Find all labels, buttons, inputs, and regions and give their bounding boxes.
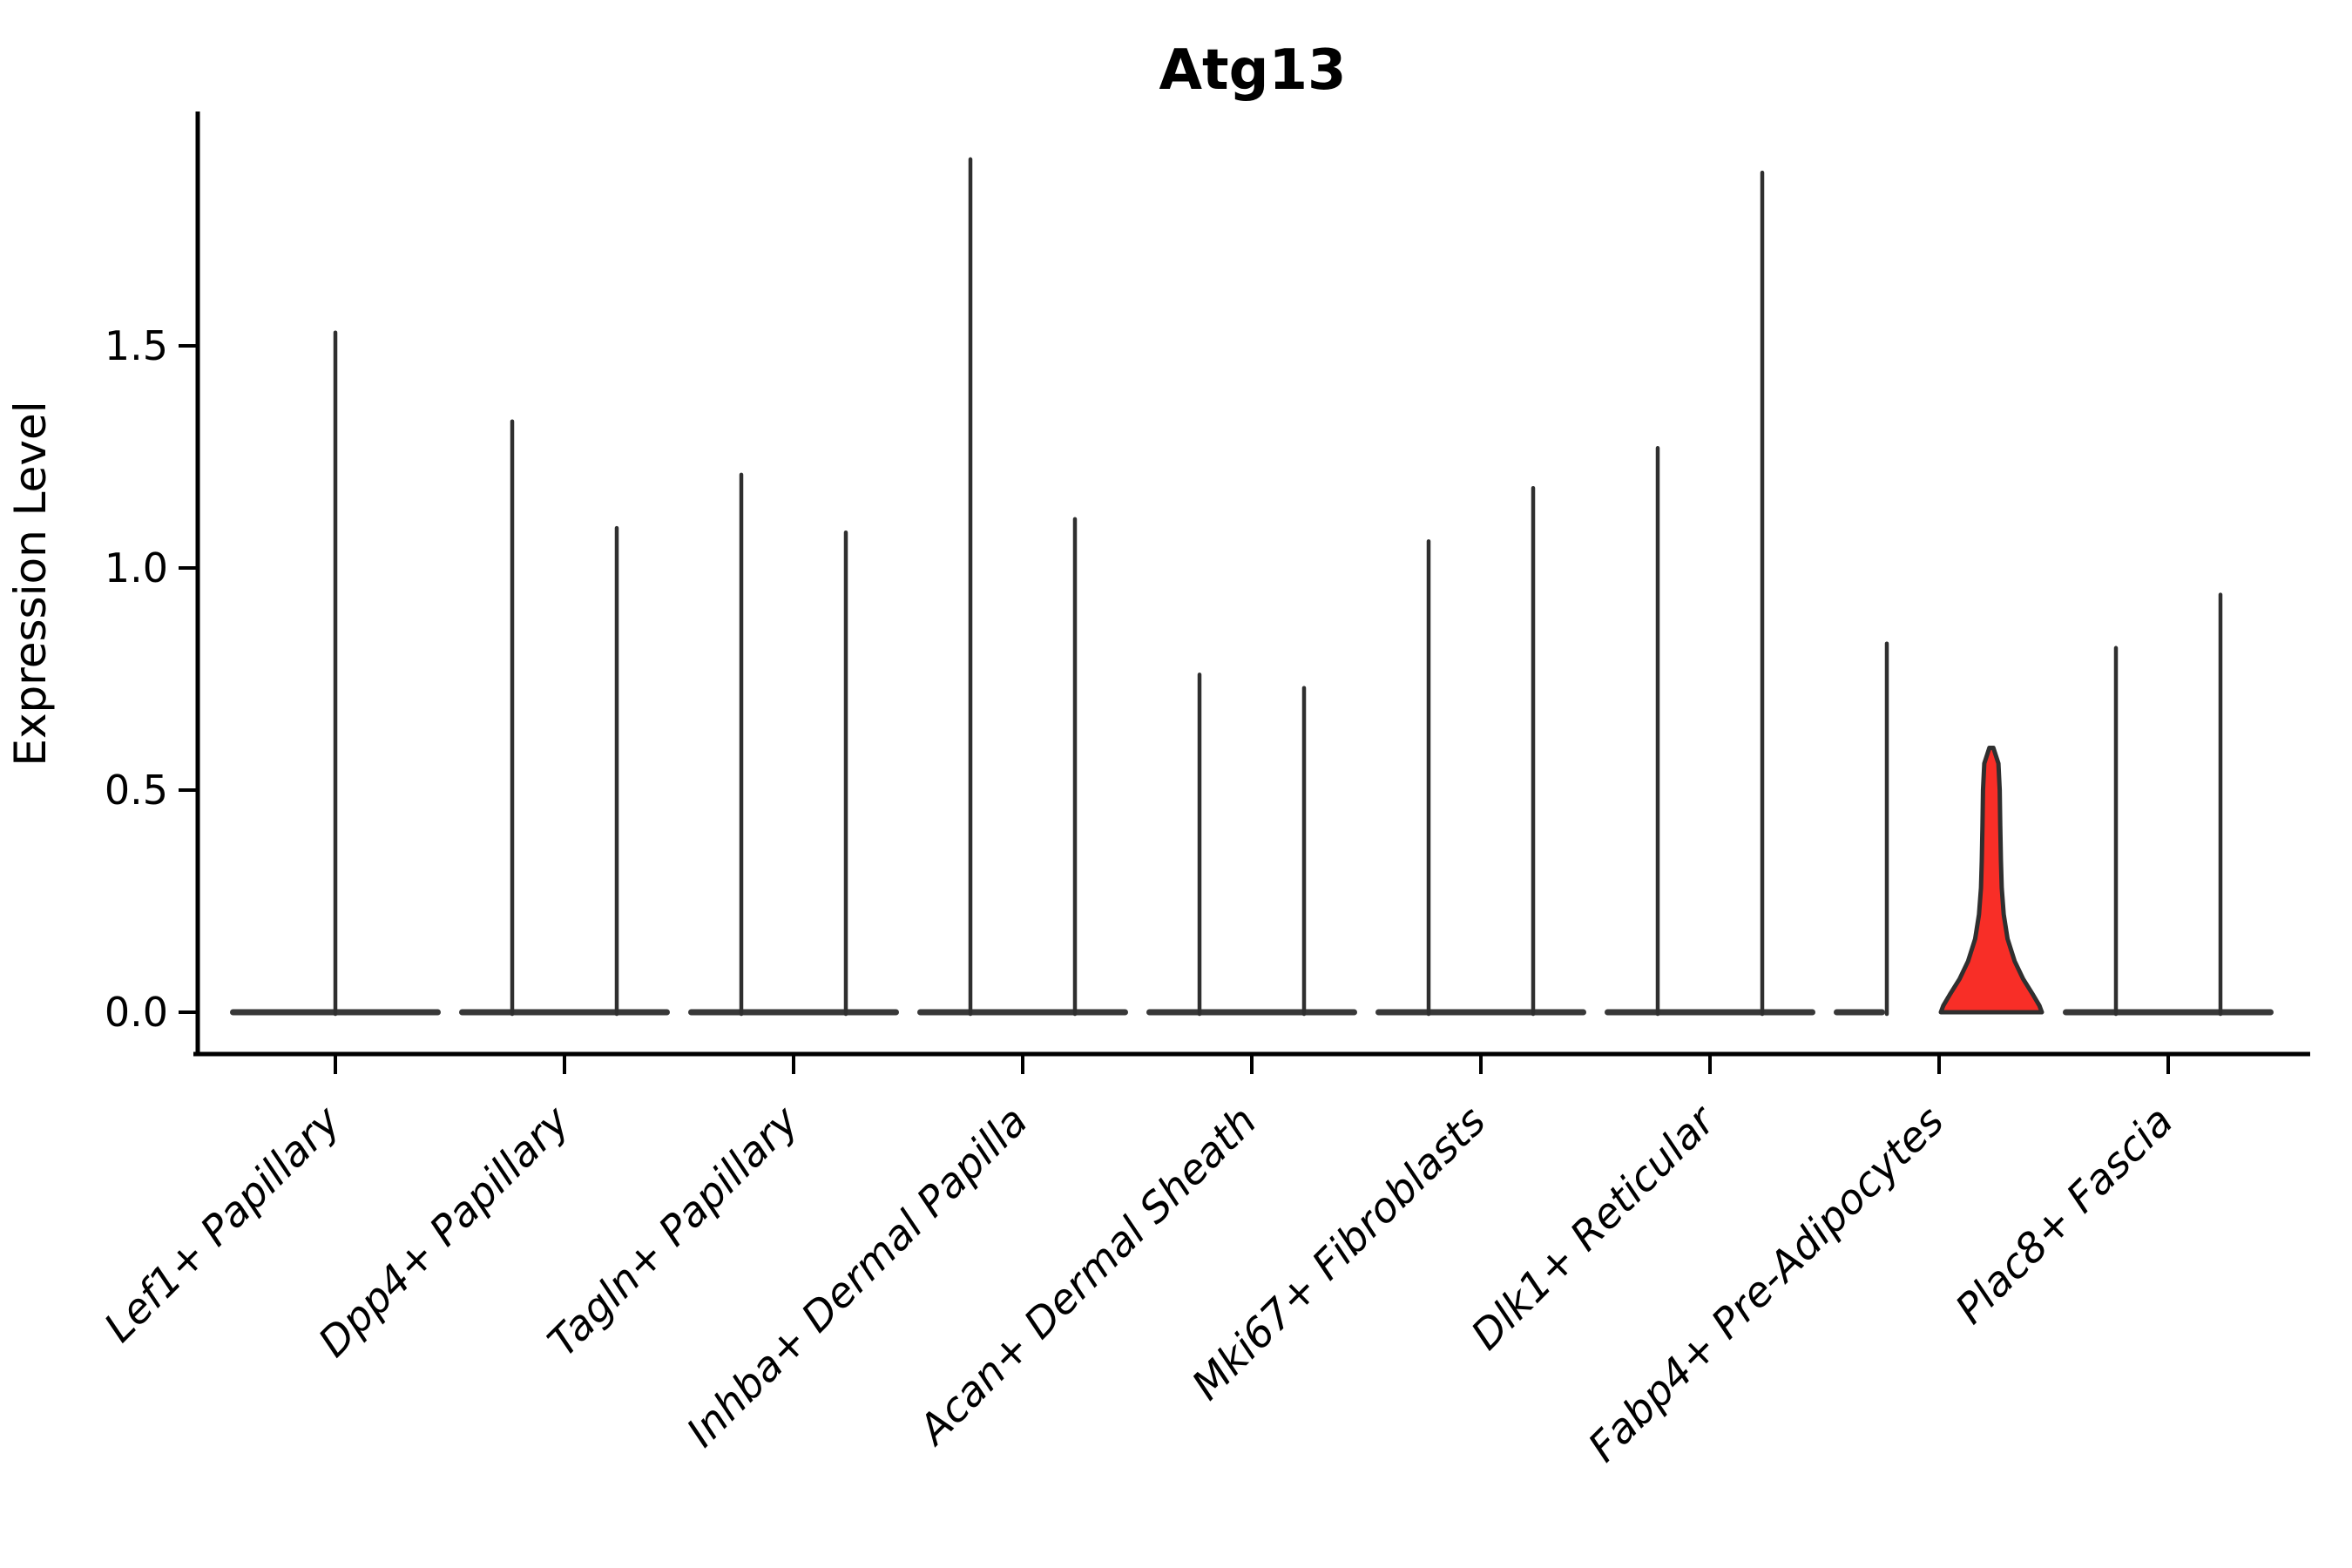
baseline-strip — [1834, 1009, 1885, 1016]
x-tick-label: Dpp4+ Papillary — [309, 1097, 579, 1367]
y-tick-label: 1.5 — [105, 322, 168, 369]
x-tick-label: Dlk1+ Reticular — [1463, 1096, 1727, 1360]
y-axis-label: Expression Level — [5, 401, 56, 766]
y-tick-label: 0.5 — [105, 767, 168, 814]
baseline-strip — [688, 1009, 899, 1016]
baseline-strip — [1375, 1009, 1586, 1016]
x-tick-label: Plac8+ Fascia — [1946, 1098, 2182, 1334]
baseline-strip — [1146, 1009, 1357, 1016]
y-tick-label: 0.0 — [105, 989, 168, 1036]
x-tick-label: Tagln+ Papillary — [539, 1097, 809, 1367]
highlighted-violin — [1938, 746, 2044, 1015]
baseline-strip — [459, 1009, 670, 1016]
baseline-strip — [2063, 1009, 2274, 1016]
violins-layer — [230, 157, 2274, 1017]
chart-title: Atg13 — [1159, 38, 1347, 103]
y-tick-label: 1.0 — [105, 544, 168, 591]
baseline-strip — [1605, 1009, 1815, 1016]
baseline-strip — [917, 1009, 1128, 1016]
x-tick-label: Lef1+ Papillary — [95, 1097, 350, 1352]
